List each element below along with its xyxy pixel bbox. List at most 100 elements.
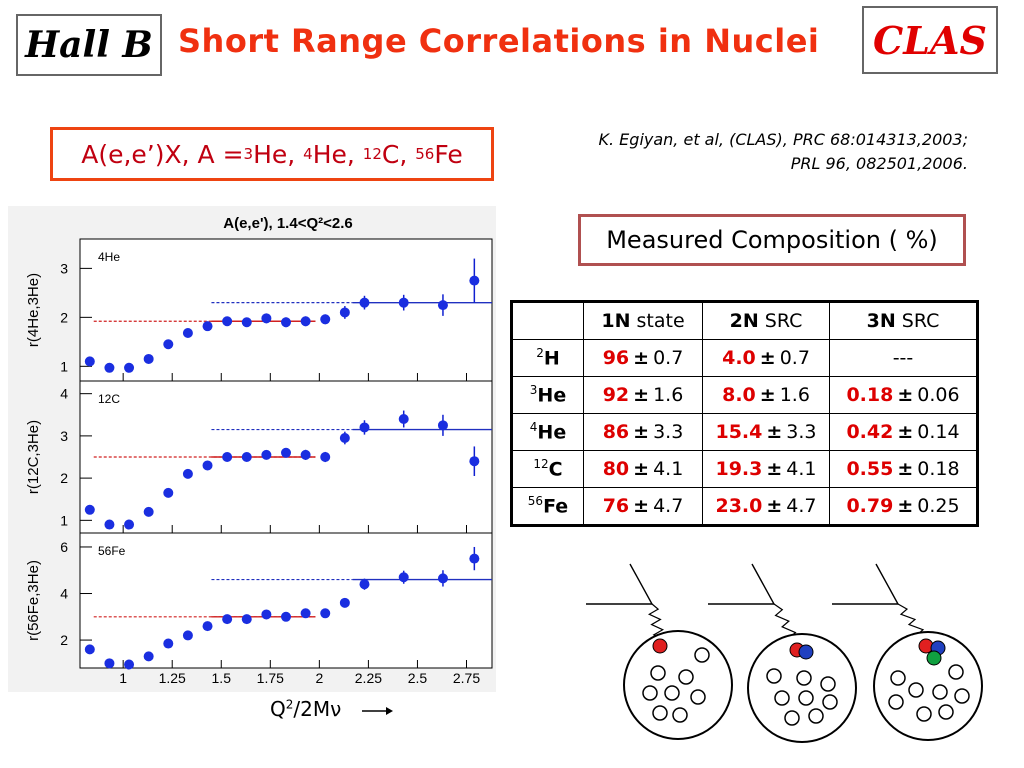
data-point <box>182 328 193 339</box>
data-point <box>398 414 409 424</box>
data-point <box>469 456 480 467</box>
data-point <box>202 321 213 332</box>
data-point <box>241 614 252 625</box>
data-point <box>437 300 448 311</box>
value: 96 <box>602 347 630 369</box>
table-header-cell <box>511 301 584 340</box>
data-point <box>202 460 213 471</box>
value: 0.42 <box>846 421 894 443</box>
y-tick-label: 2 <box>60 470 68 486</box>
x-tick-label: 1.75 <box>257 670 284 686</box>
nucleus-cell: 3He <box>511 376 584 414</box>
plus-minus: ± <box>633 347 650 369</box>
header-bold: 1N <box>601 310 631 332</box>
y-tick-label: 3 <box>60 428 68 444</box>
value-cell: 76 ±4.7 <box>583 487 703 526</box>
slide-title: Short Range Correlations in Nuclei <box>178 22 820 60</box>
data-point <box>124 519 135 530</box>
reference-line-2: PRL 96, 082501,2006. <box>790 154 968 173</box>
panel-label: 56Fe <box>98 544 126 558</box>
x-tick-label: 2.75 <box>453 670 480 686</box>
data-point <box>202 621 213 632</box>
nucleus-cell: 2H <box>511 339 584 377</box>
plus-minus: ± <box>897 421 914 443</box>
table-row: 12C 80 ±4.1 19.3 ±4.1 0.55 ±0.18 <box>511 450 978 488</box>
value: 92 <box>602 384 630 406</box>
value: --- <box>892 347 914 369</box>
nucleon <box>796 670 812 686</box>
table-header-cell: 3N SRC <box>829 301 978 340</box>
value-cell: 0.79 ±0.25 <box>829 487 978 526</box>
nucleus-mass: 4 <box>529 420 538 435</box>
data-point <box>104 519 115 530</box>
nucleus-cell: 12C <box>511 450 584 488</box>
data-point <box>241 452 252 462</box>
reaction-mass: 4 <box>303 145 313 163</box>
data-point <box>320 608 331 619</box>
nucleon <box>672 707 688 723</box>
plus-minus: ± <box>759 347 776 369</box>
value: 80 <box>602 458 630 480</box>
y-tick-label: 1 <box>60 512 68 528</box>
photon-line <box>647 603 666 641</box>
table-header-cell: 1N state <box>583 301 703 340</box>
electron-line <box>832 563 900 605</box>
value: 76 <box>602 495 630 517</box>
data-point <box>398 297 409 308</box>
value-cell: 0.18 ±0.06 <box>829 376 978 414</box>
value-cell: 15.4 ±3.3 <box>702 413 830 451</box>
value: 19.3 <box>715 458 763 480</box>
value-error: 1.6 <box>653 384 684 406</box>
table-header-row: 1N state 2N SRC 3N SRC <box>511 301 978 340</box>
reaction-mass: 12 <box>362 145 382 163</box>
table-header-cell: 2N SRC <box>702 301 830 340</box>
y-tick-label: 6 <box>60 539 68 555</box>
y-tick-label: 3 <box>60 260 68 276</box>
reaction-mass: 56 <box>415 145 435 163</box>
data-point <box>182 468 193 479</box>
panel-frame <box>79 238 493 382</box>
clas-label: CLAS <box>862 6 998 74</box>
nucleus-cell: 56Fe <box>511 487 584 526</box>
y-tick-label: 2 <box>60 309 68 325</box>
data-point <box>84 504 95 515</box>
data-point <box>339 597 350 608</box>
x-tick-label: 2 <box>315 670 323 686</box>
nucleus-circle <box>747 633 857 743</box>
reaction-mass: 3 <box>243 145 254 163</box>
value-error: 4.7 <box>786 495 817 517</box>
table-row: 2H 96 ±0.7 4.0 ±0.7 --- <box>511 339 978 377</box>
composition-table: 1N state 2N SRC 3N SRC 2H 96 ±0.7 4.0 ±0.7 --- 3H… <box>510 300 979 527</box>
nucleon <box>678 669 694 685</box>
x-tick-label: 2.5 <box>408 670 428 686</box>
data-point <box>320 452 331 462</box>
nucleon <box>808 708 824 724</box>
header-rest: SRC <box>895 310 940 332</box>
data-point <box>261 449 272 460</box>
x-tick-label: 1.5 <box>212 670 232 686</box>
value: 15.4 <box>715 421 763 443</box>
reaction-prefix: A(e,e’)X, A = <box>81 139 244 169</box>
value: 0.18 <box>846 384 894 406</box>
nucleus-symbol: H <box>543 347 560 370</box>
table-row: 4He 86 ±3.3 15.4 ±3.3 0.42 ±0.14 <box>511 413 978 451</box>
y-tick-label: 4 <box>60 586 68 602</box>
nucleon <box>642 685 658 701</box>
value-error: 3.3 <box>786 421 817 443</box>
value: 23.0 <box>715 495 763 517</box>
plus-minus: ± <box>766 421 783 443</box>
nucleus-mass: 12 <box>533 457 549 472</box>
x-axis-label-rest: /2Mν <box>293 697 342 721</box>
references: K. Egiyan, et al, (CLAS), PRC 68:014313,… <box>520 128 968 176</box>
correlated-nucleon <box>652 638 668 654</box>
data-point <box>398 572 409 583</box>
data-point <box>163 638 174 649</box>
data-point <box>163 339 174 350</box>
data-point <box>300 316 311 327</box>
data-point <box>84 644 95 655</box>
reference-line-1: K. Egiyan, et al, (CLAS), PRC 68:014313,… <box>598 130 968 149</box>
data-point <box>281 611 291 622</box>
plus-minus: ± <box>633 458 650 480</box>
y-axis-label: r(12C,3He) <box>25 420 42 494</box>
value-cell: 8.0 ±1.6 <box>702 376 830 414</box>
